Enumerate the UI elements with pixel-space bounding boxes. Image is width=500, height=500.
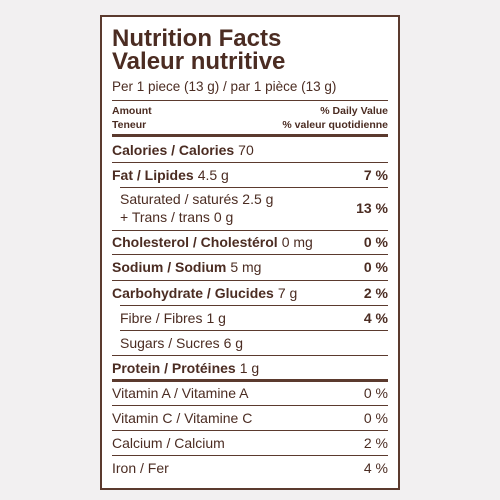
rule — [112, 134, 388, 137]
amount: 6 g — [223, 335, 244, 351]
daily-value: 4 % — [363, 310, 388, 326]
dv-header: % Daily Value — [320, 105, 388, 117]
rule — [112, 280, 388, 281]
daily-value: 13 % — [356, 200, 388, 216]
nutrient: Fat / Lipides — [112, 167, 194, 183]
amount: 7 g — [277, 285, 298, 301]
title-fr: Valeur nutritive — [112, 48, 286, 75]
serving: Per 1 piece (13 g) / par 1 pièce (13 g) — [112, 79, 337, 94]
rule — [112, 254, 388, 255]
daily-value: 0 % — [363, 234, 388, 250]
nutrient: Vitamin C / Vitamine C — [112, 410, 253, 426]
nutrient: Cholesterol / Cholestérol — [112, 234, 278, 250]
row: Saturated / saturés 2.5 g 13 % — [120, 189, 388, 216]
row: Calories / Calories 70 — [112, 140, 388, 160]
nutrient: Carbohydrate / Glucides — [112, 285, 274, 301]
nutrient: Fibre / Fibres — [120, 310, 203, 326]
amount: 70 — [238, 142, 254, 158]
daily-value: 2 % — [363, 435, 388, 451]
rule — [112, 430, 388, 431]
nutrient: Protein / Protéines — [112, 360, 236, 376]
nutrient: Sugars / Sucres — [120, 335, 220, 351]
row: Fat / Lipides 4.5 g 7 % — [112, 165, 388, 185]
nutrient: Sodium / Sodium — [112, 259, 227, 275]
row: Calcium / Calcium 2 % — [112, 433, 388, 453]
row: Vitamin C / Vitamine C 0 % — [112, 408, 388, 428]
amount: 5 mg — [230, 259, 262, 275]
dv-header-fr: % valeur quotidienne — [282, 119, 388, 131]
rule — [112, 405, 388, 406]
row: Cholesterol / Cholestérol 0 mg 0 % — [112, 232, 388, 252]
nutrient: Vitamin A / Vitamine A — [112, 385, 249, 401]
rule — [112, 379, 388, 382]
nutrition-label: Nutrition Facts Valeur nutritive Per 1 p… — [100, 15, 400, 490]
daily-value: 0 % — [363, 385, 388, 401]
daily-value: 0 % — [363, 259, 388, 275]
nutrient: Saturated / saturés — [120, 191, 239, 207]
nutrient: Calories / Calories — [112, 142, 235, 158]
amount: 2.5 g — [242, 191, 274, 207]
nutrient: + Trans / trans — [120, 209, 210, 225]
daily-value: 4 % — [363, 460, 388, 476]
row: Carbohydrate / Glucides 7 g 2 % — [112, 283, 388, 303]
rule — [112, 100, 388, 101]
rule — [120, 187, 388, 188]
nutrient: Calcium / Calcium — [112, 435, 225, 451]
row: Sodium / Sodium 5 mg 0 % — [112, 257, 388, 277]
amount: 1 g — [239, 360, 260, 376]
row: Vitamin A / Vitamine A 0 % — [112, 383, 388, 403]
rule — [120, 305, 388, 306]
daily-value: 7 % — [363, 167, 388, 183]
rule — [120, 330, 388, 331]
nutrient: Iron / Fer — [112, 460, 169, 476]
title: Nutrition Facts — [112, 25, 282, 52]
daily-value: 2 % — [363, 285, 388, 301]
row: Fibre / Fibres 1 g 4 % — [120, 308, 388, 328]
row: Protein / Protéines 1 g — [112, 358, 388, 378]
amount: 0 mg — [281, 234, 313, 250]
amount-header: Amount — [112, 105, 152, 117]
rule — [112, 230, 388, 231]
amount: 4.5 g — [197, 167, 229, 183]
row: + Trans / trans 0 g — [120, 207, 388, 227]
row: Sugars / Sucres 6 g — [120, 333, 388, 353]
row: Iron / Fer 4 % — [112, 458, 388, 478]
daily-value: 0 % — [363, 410, 388, 426]
amount: 0 g — [213, 209, 234, 225]
rule — [112, 355, 388, 356]
amount: 1 g — [206, 310, 226, 326]
rule — [112, 455, 388, 456]
amount-header-fr: Teneur — [112, 119, 147, 131]
rule — [112, 162, 388, 163]
